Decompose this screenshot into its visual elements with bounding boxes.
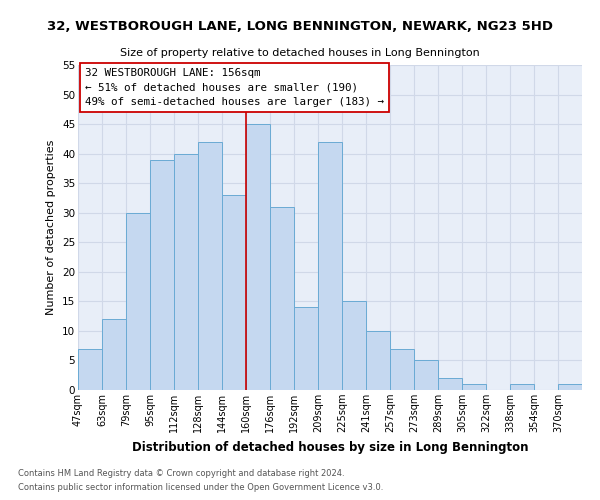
Bar (126, 212, 150, 390)
Text: Size of property relative to detached houses in Long Bennington: Size of property relative to detached ho… (120, 48, 480, 58)
Bar (102, 319, 126, 390)
Bar (438, 378, 462, 390)
Bar (222, 195, 246, 390)
Bar (462, 384, 486, 390)
Bar (414, 360, 438, 390)
Bar (558, 384, 582, 390)
Y-axis label: Number of detached properties: Number of detached properties (46, 140, 56, 315)
Bar (366, 331, 390, 390)
X-axis label: Distribution of detached houses by size in Long Bennington: Distribution of detached houses by size … (132, 440, 528, 454)
Bar (318, 142, 342, 390)
Text: 32, WESTBOROUGH LANE, LONG BENNINGTON, NEWARK, NG23 5HD: 32, WESTBOROUGH LANE, LONG BENNINGTON, N… (47, 20, 553, 33)
Text: 32 WESTBOROUGH LANE: 156sqm
← 51% of detached houses are smaller (190)
49% of se: 32 WESTBOROUGH LANE: 156sqm ← 51% of det… (85, 68, 384, 107)
Bar (174, 154, 198, 390)
Bar (246, 124, 270, 390)
Bar (270, 207, 294, 390)
Bar (198, 142, 222, 390)
Bar (78, 348, 102, 390)
Bar (294, 308, 318, 390)
Text: Contains public sector information licensed under the Open Government Licence v3: Contains public sector information licen… (18, 484, 383, 492)
Bar (390, 348, 414, 390)
Bar (150, 160, 174, 390)
Bar (342, 302, 366, 390)
Text: Contains HM Land Registry data © Crown copyright and database right 2024.: Contains HM Land Registry data © Crown c… (18, 468, 344, 477)
Bar (510, 384, 534, 390)
